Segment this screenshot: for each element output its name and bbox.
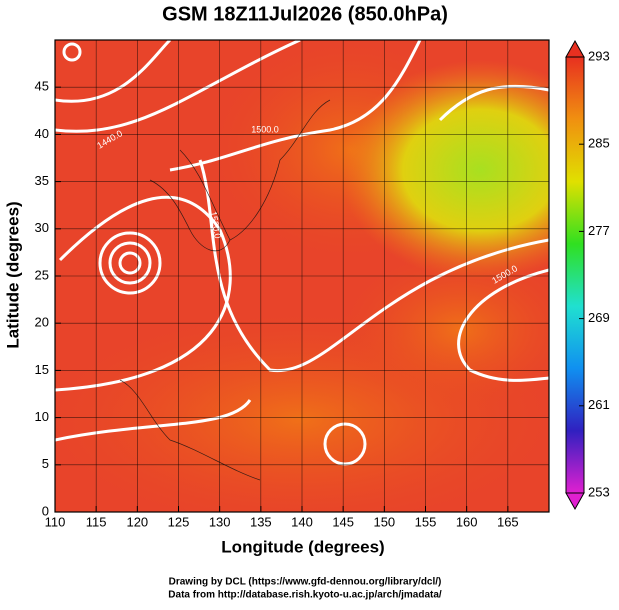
colorbar-arrow [565,39,585,58]
coastlines [119,99,331,481]
credit: Data from http://database.rish.kyoto-u.a… [168,590,442,601]
colorbar-tick-label: 285 [588,136,610,151]
y-tick-label: 35 [35,173,49,188]
colorbar-arrow [565,492,585,511]
y-tick-label: 20 [35,315,49,330]
colorbar [565,56,585,494]
y-axis-label: Latitude (degrees) [3,201,22,348]
y-tick-label: 0 [42,503,49,518]
x-axis-label: Longitude (degrees) [221,537,384,556]
y-tick-label: 10 [35,409,49,424]
x-tick-label: 150 [373,514,395,529]
y-tick-label: 30 [35,220,49,235]
colorbar-tick-label: 253 [588,484,610,499]
x-tick-label: 125 [168,514,190,529]
y-tick-label: 15 [35,362,49,377]
chart-title: GSM 18Z11Jul2026 (850.0hPa) [162,3,448,25]
contour-label: 1500.0 [251,124,279,134]
x-tick-label: 135 [250,514,272,529]
y-tick-label: 45 [35,79,49,94]
x-tick-label: 145 [332,514,354,529]
y-tick-label: 25 [35,267,49,282]
map-field [55,40,549,512]
credit: Drawing by DCL (https://www.gfd-dennou.o… [169,577,442,588]
colorbar-tick-label: 277 [588,223,610,238]
colorbar-tick-label: 293 [588,48,610,63]
x-tick-label: 160 [456,514,478,529]
contours [55,40,549,466]
x-tick-label: 140 [291,514,313,529]
y-tick-label: 5 [42,456,49,471]
x-tick-label: 155 [415,514,437,529]
x-tick-label: 110 [45,514,66,529]
y-tick-label: 40 [35,126,49,141]
x-tick-label: 130 [209,514,231,529]
colorbar-tick-label: 261 [588,397,610,412]
x-tick-label: 165 [497,514,519,529]
grid [54,40,549,513]
contour-label: 1520.0 [208,210,223,239]
x-tick-label: 120 [126,514,148,529]
x-tick-label: 115 [86,514,107,529]
colorbar-tick-label: 269 [588,310,610,325]
